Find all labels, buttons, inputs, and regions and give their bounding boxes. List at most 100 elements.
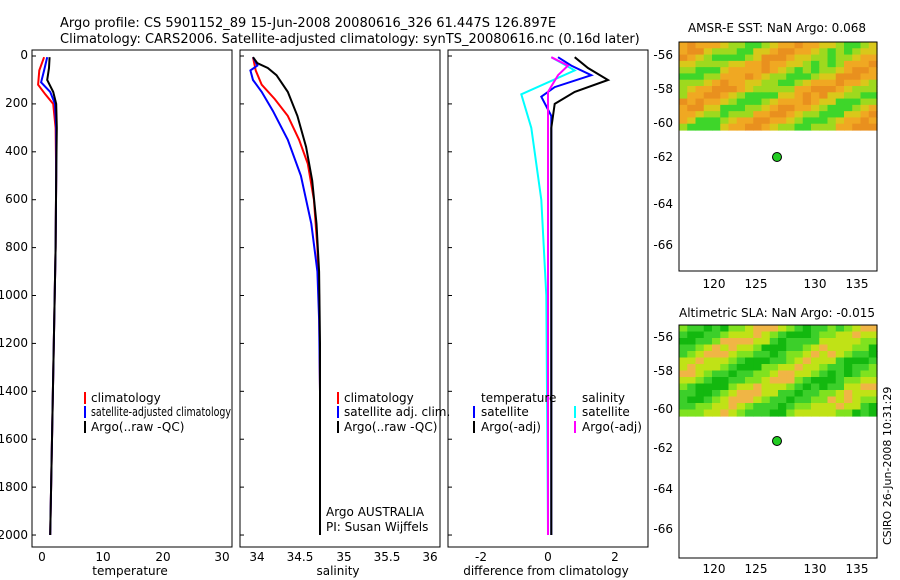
map-cell	[802, 409, 812, 417]
map-cell	[745, 344, 754, 352]
map-cell	[819, 67, 829, 75]
map-cell	[679, 123, 688, 131]
map-cell	[802, 325, 812, 333]
map-cell	[769, 60, 779, 68]
credit-pi: PI: Susan Wijffels	[326, 520, 428, 534]
map-cell	[778, 67, 787, 75]
temperature-depth-ticks: 0 200 400 600 800 1000 1200 1400 1600 18…	[0, 48, 28, 542]
map-cell	[852, 325, 862, 333]
map-cell	[712, 396, 721, 404]
map-cell	[736, 67, 746, 75]
map-cell	[802, 48, 812, 56]
legend-heading-salinity: salinity	[582, 391, 625, 405]
map-cell	[728, 67, 738, 75]
map-cell	[769, 344, 779, 352]
map-cell	[745, 331, 754, 339]
legend-label: climatology	[344, 391, 414, 405]
map-cell	[786, 331, 796, 339]
map-cell	[712, 344, 721, 352]
map-cell	[687, 364, 697, 372]
map-cell	[736, 54, 746, 62]
map-cell	[819, 325, 829, 333]
map-cell	[679, 344, 688, 352]
lat-tick-label: -62	[653, 441, 673, 455]
map-cell	[811, 396, 820, 404]
map-cell	[761, 325, 771, 333]
map-cell	[728, 325, 738, 333]
map-cell	[860, 48, 870, 56]
map-cell	[802, 67, 812, 75]
map-cell	[695, 73, 705, 81]
map-cell	[811, 370, 820, 378]
map-cell	[769, 383, 779, 391]
map-cell	[860, 403, 870, 411]
map-cell	[695, 42, 705, 49]
map-cell	[761, 98, 771, 106]
map-cell	[786, 54, 796, 62]
map-cell	[720, 364, 730, 372]
map-cell	[835, 117, 845, 125]
map-cell	[679, 79, 688, 87]
map-cell	[695, 364, 705, 372]
map-cell	[745, 325, 754, 333]
map-cell	[778, 344, 787, 352]
map-cell	[860, 117, 870, 125]
map-cell	[786, 73, 796, 81]
map-cell	[794, 377, 804, 385]
map-cell	[720, 111, 730, 119]
map-cell	[852, 73, 862, 81]
map-cell	[753, 73, 763, 81]
legend-label: climatology	[91, 391, 161, 405]
map-cell	[794, 111, 804, 119]
map-cell	[778, 357, 787, 365]
depth-tick-label: 2000	[0, 528, 28, 542]
map-cell	[761, 123, 771, 131]
map-cell	[736, 79, 746, 87]
map-cell	[687, 60, 697, 68]
map-cell	[703, 357, 713, 365]
map-cell	[794, 357, 804, 365]
map-cell	[679, 42, 688, 49]
map-cell	[728, 409, 738, 417]
map-cell	[860, 92, 870, 100]
map-cell	[687, 390, 697, 398]
map-cell	[860, 390, 870, 398]
map-cell	[761, 54, 771, 62]
map-cell	[778, 325, 787, 333]
map-cell	[712, 351, 721, 359]
sla-float-marker	[772, 436, 782, 446]
x-tick-label: 2	[611, 550, 619, 564]
depth-tick-label: 1400	[0, 384, 28, 398]
lat-tick-label: -64	[653, 482, 673, 496]
map-cell	[703, 73, 713, 81]
map-cell	[712, 117, 721, 125]
map-cell	[753, 344, 763, 352]
map-cell	[827, 409, 837, 417]
lon-tick-label: 120	[703, 277, 726, 291]
map-cell	[868, 60, 878, 68]
map-cell	[728, 357, 738, 365]
map-cell	[827, 325, 837, 333]
map-cell	[802, 370, 812, 378]
map-cell	[679, 117, 688, 125]
map-cell	[786, 60, 796, 68]
depth-tick-label: 600	[5, 192, 28, 206]
map-cell	[687, 104, 697, 112]
map-cell	[712, 364, 721, 372]
map-cell	[745, 111, 754, 119]
map-cell	[712, 92, 721, 100]
map-cell	[811, 42, 820, 49]
map-cell	[736, 325, 746, 333]
map-cell	[811, 54, 820, 62]
sst-map-panel: AMSR-E SST: NaN Argo: 0.068 -56 -58 -60 …	[653, 21, 878, 291]
map-cell	[852, 48, 862, 56]
map-cell	[868, 403, 878, 411]
map-cell	[695, 325, 705, 333]
map-cell	[860, 98, 870, 106]
map-cell	[802, 60, 812, 68]
map-cell	[827, 383, 837, 391]
map-cell	[868, 338, 878, 346]
map-cell	[679, 54, 688, 62]
lat-tick-label: -58	[653, 364, 673, 378]
temperature-x-ticks: 0 10 20 30	[38, 550, 229, 564]
